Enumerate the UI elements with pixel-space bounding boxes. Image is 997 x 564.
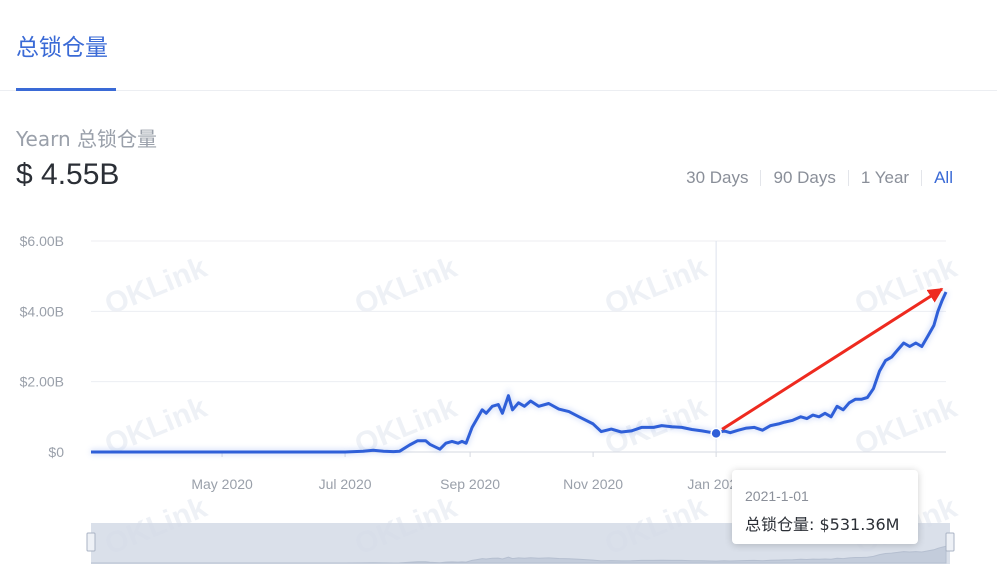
- range-divider: [760, 170, 762, 186]
- y-tick-label: $4.00B: [20, 303, 64, 319]
- watermark-text: OKLink: [850, 391, 962, 462]
- range-divider: [921, 170, 923, 186]
- chart-subtitle: Yearn 总锁仓量: [16, 127, 158, 151]
- range-1-year[interactable]: 1 Year: [860, 168, 910, 187]
- y-tick-label: $0: [48, 444, 64, 460]
- x-tick-label: Jul 2020: [319, 476, 372, 492]
- tab-tvl[interactable]: 总锁仓量: [16, 35, 108, 61]
- y-tick-label: $6.00B: [20, 233, 64, 249]
- range-all[interactable]: All: [934, 168, 953, 187]
- x-tick-label: May 2020: [191, 476, 253, 492]
- tab-bar: 总锁仓量: [0, 0, 997, 91]
- tooltip-value: $531.36M: [819, 515, 900, 534]
- chart-tooltip: 2021-1-01 总锁仓量: $531.36M: [732, 470, 918, 544]
- tvl-series-line: [91, 291, 948, 454]
- range-30-days[interactable]: 30 Days: [686, 168, 749, 187]
- tooltip-row: 总锁仓量: $531.36M: [745, 515, 900, 534]
- x-tick-label: Sep 2020: [440, 476, 500, 492]
- tvl-value: $ 4.55B: [16, 158, 120, 191]
- highlight-point[interactable]: [710, 427, 722, 440]
- grid-lines: [91, 240, 946, 453]
- time-range-selector: 30 Days 90 Days 1 Year All: [674, 168, 953, 188]
- navigator-handle-right[interactable]: [945, 532, 955, 552]
- range-90-days[interactable]: 90 Days: [773, 168, 836, 187]
- tab-active-underline: [16, 88, 116, 91]
- tvl-series-shadow: [91, 290, 949, 455]
- x-tick-label: Nov 2020: [563, 476, 623, 492]
- tooltip-date: 2021-1-01: [745, 488, 809, 504]
- y-axis: $0 $2.00B $4.00B $6.00B: [20, 233, 65, 460]
- navigator-handle-left[interactable]: [86, 532, 96, 552]
- annotation-arrow: [721, 287, 944, 431]
- x-tick-label: Jan 2021: [687, 476, 745, 492]
- tooltip-label: 总锁仓量: [745, 515, 810, 534]
- navigator-area: [91, 545, 947, 564]
- range-divider: [847, 170, 849, 186]
- y-tick-label: $2.00B: [20, 374, 64, 390]
- x-axis: May 2020 Jul 2020 Sep 2020 Nov 2020 Jan 2021: [191, 452, 745, 492]
